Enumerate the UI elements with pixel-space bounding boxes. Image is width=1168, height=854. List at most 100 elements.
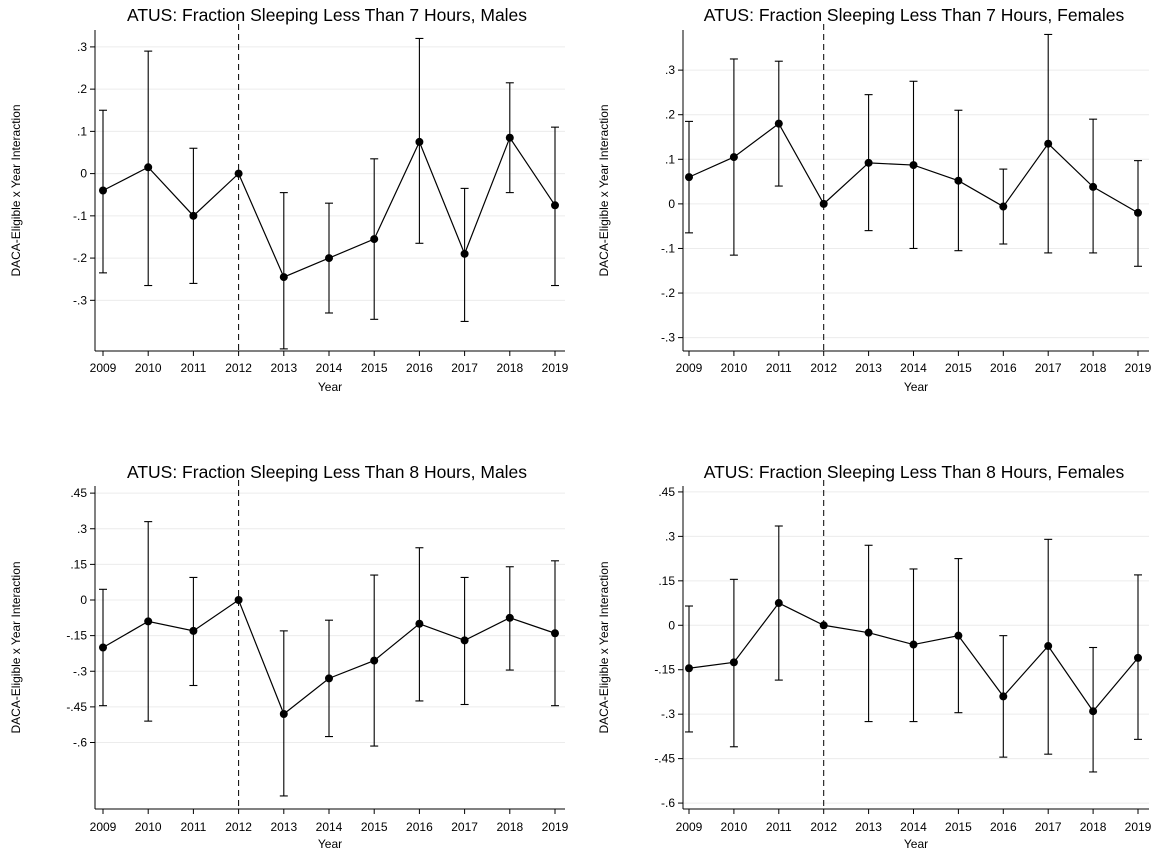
x-axis-title: Year bbox=[904, 380, 928, 394]
data-point bbox=[685, 664, 693, 673]
x-tick-label: 2011 bbox=[180, 361, 206, 375]
data-point bbox=[1089, 182, 1098, 191]
x-tick-label: 2013 bbox=[855, 820, 882, 834]
y-tick-label: -.6 bbox=[73, 736, 87, 750]
data-point bbox=[505, 133, 514, 142]
x-tick-label: 2010 bbox=[721, 361, 748, 375]
x-tick-label: 2011 bbox=[180, 820, 206, 834]
x-tick-label: 2014 bbox=[900, 820, 927, 834]
x-tick-label: 2009 bbox=[676, 820, 703, 834]
x-axis-title: Year bbox=[318, 837, 342, 851]
x-tick-label: 2016 bbox=[406, 820, 433, 834]
y-tick-label: -.45 bbox=[66, 700, 87, 714]
x-tick-label: 2009 bbox=[90, 361, 117, 375]
data-point bbox=[1134, 653, 1142, 662]
x-tick-label: 2017 bbox=[451, 361, 478, 375]
x-tick-label: 2014 bbox=[316, 361, 343, 375]
x-axis-title: Year bbox=[904, 837, 928, 851]
x-tick-label: 2013 bbox=[855, 361, 882, 375]
x-tick-label: 2012 bbox=[225, 361, 252, 375]
x-tick-label: 2019 bbox=[542, 361, 569, 375]
y-tick-label: .2 bbox=[665, 108, 675, 122]
x-tick-label: 2010 bbox=[135, 361, 162, 375]
data-point bbox=[909, 640, 918, 649]
x-tick-label: 2019 bbox=[1125, 820, 1152, 834]
y-tick-label: .1 bbox=[665, 152, 675, 166]
chart-content: .45 .3 .15 0 -.15 -.3 -.45 -.6 2009 2010 2011 2012 2… bbox=[9, 462, 569, 851]
data-point bbox=[685, 173, 693, 182]
chart-svg: .3 .2 .1 0 -.1 -.2 -.3 2009 2010 2011 2012 2013 2014… bbox=[597, 5, 1152, 394]
x-tick-label: 2018 bbox=[1080, 361, 1107, 375]
x-tick-label: 2011 bbox=[766, 820, 792, 834]
x-tick-label: 2016 bbox=[990, 820, 1017, 834]
y-tick-label: .45 bbox=[658, 485, 675, 499]
y-tick-label: -.3 bbox=[661, 331, 675, 345]
chart-panel-females-7h: .3 .2 .1 0 -.1 -.2 -.3 2009 2010 2011 2012 2013 2014… bbox=[584, 0, 1168, 427]
x-tick-label: 2012 bbox=[810, 361, 837, 375]
x-tick-label: 2017 bbox=[1035, 361, 1062, 375]
data-point bbox=[819, 621, 828, 630]
y-tick-label: .15 bbox=[70, 557, 87, 571]
data-point bbox=[729, 658, 738, 667]
data-point bbox=[1089, 707, 1098, 716]
x-tick-label: 2011 bbox=[766, 361, 792, 375]
y-tick-label: .3 bbox=[665, 529, 675, 543]
y-axis-title: DACA-Eligible x Year Interaction bbox=[9, 561, 23, 733]
data-point bbox=[1044, 642, 1053, 651]
y-tick-label: -.3 bbox=[661, 707, 675, 721]
x-tick-label: 2009 bbox=[676, 361, 703, 375]
y-tick-label: -.2 bbox=[73, 251, 87, 265]
data-point bbox=[460, 636, 469, 645]
chart-svg: .45 .3 .15 0 -.15 -.3 -.45 -.6 2009 2010 2011 2012 2… bbox=[9, 462, 569, 851]
data-point bbox=[189, 211, 198, 220]
x-tick-label: 2017 bbox=[451, 820, 478, 834]
x-tick-label: 2015 bbox=[361, 361, 388, 375]
data-point bbox=[234, 596, 243, 604]
data-point bbox=[415, 137, 424, 146]
chart-panel-females-8h: .45 .3 .15 0 -.15 -.3 -.45 -.6 2009 2010 2011 2012 2… bbox=[584, 427, 1168, 854]
y-tick-label: -.45 bbox=[654, 752, 675, 766]
chart-content: .3 .2 .1 0 -.1 -.2 -.3 2009 2010 2011 2012 2013 2014… bbox=[597, 5, 1152, 394]
x-tick-label: 2014 bbox=[316, 820, 343, 834]
y-tick-label: .3 bbox=[665, 63, 675, 77]
x-tick-label: 2014 bbox=[900, 361, 927, 375]
y-tick-label: -.1 bbox=[73, 209, 87, 223]
data-point bbox=[144, 617, 153, 626]
y-tick-label: -.15 bbox=[654, 663, 675, 677]
data-point bbox=[99, 643, 107, 652]
data-point bbox=[234, 169, 243, 178]
data-point bbox=[729, 153, 738, 162]
chart-panel-males-7h: .3 .2 .1 0 -.1 -.2 -.3 2009 2010 2011 2012 2013 2014… bbox=[0, 0, 584, 427]
chart-title: ATUS: Fraction Sleeping Less Than 8 Hour… bbox=[127, 462, 527, 482]
y-tick-label: .1 bbox=[77, 124, 87, 138]
y-tick-label: 0 bbox=[668, 618, 675, 632]
y-tick-label: .45 bbox=[70, 486, 87, 500]
data-point bbox=[505, 613, 514, 622]
data-point bbox=[954, 176, 963, 185]
y-tick-label: -.6 bbox=[661, 796, 675, 810]
x-tick-label: 2015 bbox=[945, 361, 972, 375]
data-point bbox=[909, 161, 918, 170]
data-point bbox=[370, 235, 379, 244]
data-point bbox=[189, 626, 198, 635]
x-tick-label: 2018 bbox=[1080, 820, 1107, 834]
data-point bbox=[999, 692, 1008, 701]
y-tick-label: -.15 bbox=[66, 629, 87, 643]
data-point bbox=[325, 254, 333, 263]
data-point bbox=[415, 619, 424, 628]
x-tick-label: 2016 bbox=[990, 361, 1017, 375]
data-point bbox=[864, 158, 873, 167]
y-axis-title: DACA-Eligible x Year Interaction bbox=[597, 104, 611, 276]
y-axis-title: DACA-Eligible x Year Interaction bbox=[597, 561, 611, 733]
chart-panel-males-8h: .45 .3 .15 0 -.15 -.3 -.45 -.6 2009 2010 2011 2012 2… bbox=[0, 427, 584, 854]
data-point bbox=[144, 163, 153, 172]
y-tick-label: -.2 bbox=[661, 286, 675, 300]
chart-svg: .3 .2 .1 0 -.1 -.2 -.3 2009 2010 2011 2012 2013 2014… bbox=[9, 5, 569, 394]
x-tick-label: 2009 bbox=[90, 820, 117, 834]
x-tick-label: 2018 bbox=[496, 820, 523, 834]
x-tick-label: 2015 bbox=[945, 820, 972, 834]
x-tick-label: 2013 bbox=[270, 820, 297, 834]
x-tick-label: 2019 bbox=[1125, 361, 1152, 375]
x-axis-title: Year bbox=[318, 380, 342, 394]
y-tick-label: -.1 bbox=[661, 241, 675, 255]
